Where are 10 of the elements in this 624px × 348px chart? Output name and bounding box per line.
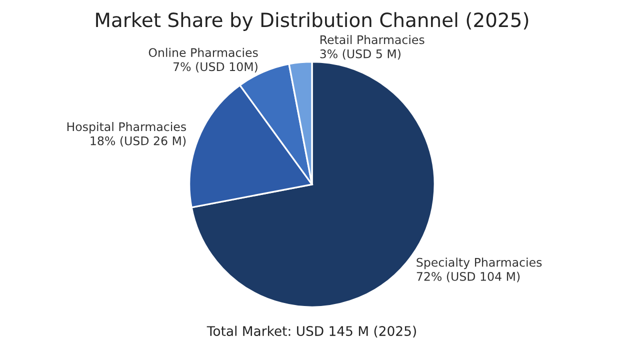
data-label: 18% (USD 26 M) (90, 136, 186, 147)
chart-title: Market Share by Distribution Channel (2025) (96, 12, 528, 31)
data-label: 3% (USD 5 M) (320, 49, 400, 60)
slice-label: Retail Pharmacies (320, 35, 424, 44)
data-label: 72% (USD 104 M) (416, 272, 520, 282)
slice-label: Hospital Pharmacies (67, 122, 186, 134)
data-label: 7% (USD 10M) (174, 62, 258, 73)
slice-label: Online Pharmacies (148, 48, 258, 58)
slice-label: Specialty Pharmacies (416, 258, 542, 270)
text: Total Market: USD 145 M (2025) (206, 326, 416, 338)
